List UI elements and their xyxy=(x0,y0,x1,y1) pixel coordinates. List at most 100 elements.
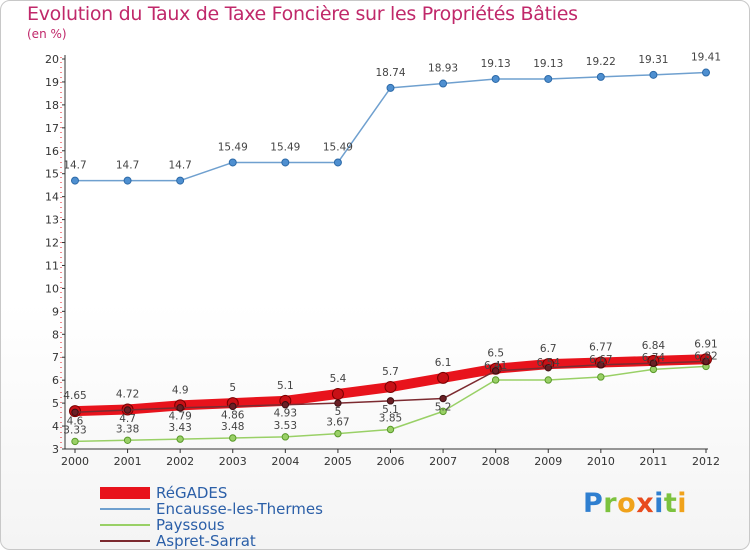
data-point xyxy=(334,399,342,407)
data-point xyxy=(491,74,500,83)
data-label: 4.6 xyxy=(67,415,84,427)
legend-label-regades: RéGADES xyxy=(156,484,228,502)
y-tick-label: 16 xyxy=(45,145,59,158)
chart-title: Evolution du Taux de Taxe Foncière sur l… xyxy=(27,3,578,25)
data-label: 6.67 xyxy=(589,354,612,366)
y-tick-label: 19 xyxy=(45,76,59,89)
data-label: 6.74 xyxy=(642,352,666,364)
legend-swatch-aspret xyxy=(100,540,150,542)
y-tick-label: 12 xyxy=(45,237,59,250)
data-point xyxy=(649,365,658,374)
y-tick-label: 18 xyxy=(45,99,59,112)
data-point xyxy=(597,373,605,381)
data-point xyxy=(597,361,605,369)
y-tick-label: 8 xyxy=(52,328,59,341)
data-label: 4.72 xyxy=(116,389,139,401)
x-tick-label: 2011 xyxy=(639,455,667,468)
y-unit-label: (en %) xyxy=(27,27,67,41)
data-point xyxy=(649,359,658,367)
data-label: 5 xyxy=(229,382,236,394)
data-label: 5.1 xyxy=(382,404,399,416)
x-tick-label: 2009 xyxy=(534,455,562,468)
data-label: 4.7 xyxy=(119,413,136,425)
data-label: 6.7 xyxy=(540,343,557,355)
x-tick-label: 2007 xyxy=(429,455,457,468)
data-label: 6.91 xyxy=(694,338,717,350)
data-point xyxy=(176,435,184,443)
data-point xyxy=(229,402,237,411)
data-point xyxy=(386,83,395,92)
legend-swatch-encausse xyxy=(100,508,150,510)
data-point xyxy=(229,434,237,442)
data-point xyxy=(649,70,658,79)
y-tick-label: 10 xyxy=(45,282,59,295)
data-point xyxy=(281,158,290,167)
data-label: 3.43 xyxy=(168,422,191,434)
data-point xyxy=(491,376,500,384)
y-tick-label: 15 xyxy=(45,168,59,181)
x-tick-label: 2003 xyxy=(219,455,247,468)
data-label: 15.49 xyxy=(270,141,300,153)
legend-swatch-payssous xyxy=(100,524,150,526)
data-label: 4.79 xyxy=(168,411,191,423)
data-label: 19.13 xyxy=(481,58,511,70)
y-tick-label: 4 xyxy=(52,420,59,433)
x-tick-label: 2000 xyxy=(61,455,89,468)
y-tick-label: 5 xyxy=(52,397,59,410)
y-tick-label: 9 xyxy=(52,305,59,318)
legend: RéGADES Encausse-les-Thermes Payssous As… xyxy=(100,484,323,550)
data-label: 4.9 xyxy=(172,384,189,396)
data-point xyxy=(176,404,184,412)
data-label: 4.93 xyxy=(274,408,297,420)
y-tick-label: 11 xyxy=(45,259,59,272)
data-label: 19.22 xyxy=(586,56,616,68)
legend-item-payssous: Payssous xyxy=(100,516,323,534)
data-point xyxy=(123,436,132,444)
data-label: 3.85 xyxy=(379,413,402,425)
data-point xyxy=(71,408,79,416)
x-tick-label: 2005 xyxy=(324,455,352,468)
data-point xyxy=(439,394,447,403)
data-point xyxy=(334,429,342,438)
data-point xyxy=(71,437,79,446)
data-label: 18.93 xyxy=(428,63,458,75)
legend-item-aspret: Aspret-Sarrat xyxy=(100,532,323,550)
x-tick-label: 2012 xyxy=(692,455,720,468)
data-label: 5.1 xyxy=(277,380,294,392)
data-point xyxy=(702,68,710,77)
data-point xyxy=(123,406,132,414)
y-tick-label: 17 xyxy=(45,122,59,135)
data-label: 5.4 xyxy=(330,373,347,385)
legend-label-payssous: Payssous xyxy=(156,516,225,534)
data-label: 3.38 xyxy=(116,423,139,435)
y-tick-label: 14 xyxy=(45,191,59,204)
data-point xyxy=(281,401,290,409)
data-label: 6.54 xyxy=(537,357,561,369)
data-label: 3.67 xyxy=(326,417,349,429)
data-label: 19.31 xyxy=(638,54,668,66)
data-point xyxy=(176,176,185,185)
data-label: 6.82 xyxy=(694,350,717,362)
x-tick-label: 2010 xyxy=(587,455,615,468)
y-tick-label: 7 xyxy=(52,351,59,364)
data-label: 6.84 xyxy=(642,340,666,352)
data-label: 3.33 xyxy=(63,424,86,436)
data-point xyxy=(331,387,344,400)
data-label: 14.7 xyxy=(116,160,139,172)
data-label: 5.2 xyxy=(435,402,452,414)
logo-letter: o xyxy=(617,488,637,519)
data-label: 14.7 xyxy=(168,160,191,172)
data-point xyxy=(702,357,710,366)
y-tick-label: 3 xyxy=(52,443,59,456)
data-label: 4.86 xyxy=(221,409,245,421)
data-point xyxy=(228,158,237,167)
data-point xyxy=(281,433,290,441)
y-tick-label: 20 xyxy=(45,53,59,66)
x-tick-label: 2004 xyxy=(271,455,299,468)
legend-item-encausse: Encausse-les-Thermes xyxy=(100,500,323,518)
data-label: 5.7 xyxy=(382,366,399,378)
x-tick-label: 2006 xyxy=(377,455,405,468)
data-point xyxy=(333,158,342,167)
data-label: 15.49 xyxy=(323,141,353,153)
